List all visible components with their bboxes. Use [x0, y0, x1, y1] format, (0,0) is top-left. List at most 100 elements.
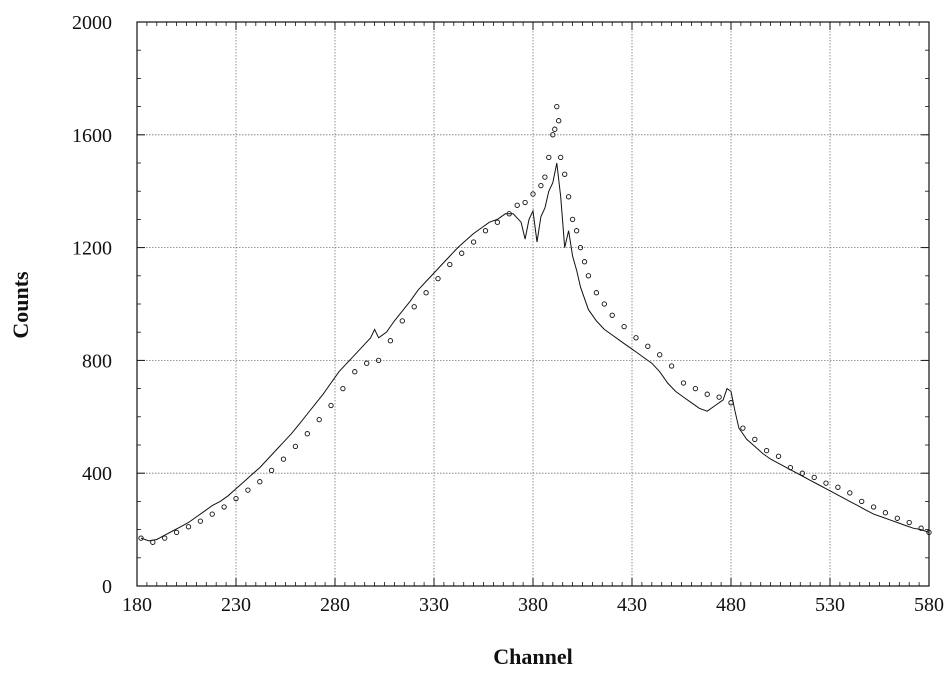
data-point: [926, 529, 932, 536]
data-point: [585, 273, 592, 279]
data-point: [522, 199, 528, 206]
data-point: [340, 385, 346, 392]
x-tick-label: 430: [617, 594, 647, 616]
data-point: [328, 402, 334, 409]
data-point: [546, 154, 552, 161]
data-point: [562, 171, 568, 177]
data-point: [554, 103, 560, 110]
x-tick-label: 480: [716, 594, 746, 616]
data-point: [304, 431, 310, 437]
data-point: [787, 464, 794, 471]
data-point: [435, 275, 441, 282]
data-point: [847, 490, 853, 496]
data-point: [530, 191, 536, 197]
data-point: [668, 363, 675, 369]
data-point: [482, 228, 489, 234]
data-point: [280, 456, 287, 462]
data-point: [609, 312, 615, 318]
data-point: [538, 182, 544, 189]
x-tick-label: 180: [122, 594, 152, 616]
data-point: [680, 380, 687, 386]
data-point: [459, 250, 465, 256]
data-point: [506, 211, 512, 217]
x-tick-label: 230: [221, 594, 251, 616]
x-tick-label: 280: [320, 594, 350, 616]
data-point: [185, 524, 192, 530]
data-point: [245, 487, 251, 493]
data-point: [162, 535, 168, 541]
data-point: [138, 535, 144, 541]
data-point: [811, 474, 817, 481]
data-point: [573, 228, 580, 234]
data-point: [552, 126, 558, 132]
grid-lines: [137, 22, 929, 586]
x-tick-label: 580: [914, 594, 944, 616]
y-tick-label: 2000: [72, 12, 112, 34]
data-point: [882, 510, 889, 516]
data-point: [645, 343, 651, 349]
data-point: [716, 394, 722, 400]
data-point: [633, 335, 639, 341]
y-tick-label: 400: [82, 463, 112, 485]
data-point: [859, 498, 865, 505]
series-line: [140, 162, 930, 542]
data-point: [352, 369, 358, 375]
data-point: [173, 529, 180, 536]
data-point: [581, 259, 588, 265]
data-point: [411, 304, 417, 310]
y-tick-label: 800: [82, 350, 112, 372]
axis-ticks: [136, 21, 930, 587]
data-point: [233, 495, 239, 502]
data-point: [565, 194, 572, 200]
x-tick-label: 530: [815, 594, 845, 616]
data-point: [657, 352, 663, 358]
data-point: [558, 154, 564, 161]
data-point: [387, 338, 394, 344]
data-point: [197, 518, 204, 524]
data-point: [799, 470, 805, 476]
data-point: [621, 323, 627, 330]
data-point: [316, 416, 322, 423]
data-point: [835, 484, 841, 490]
data-point: [918, 525, 924, 531]
data-point: [375, 357, 382, 364]
data-point: [514, 202, 520, 208]
data-point: [494, 219, 501, 225]
data-point: [447, 261, 453, 268]
data-point: [470, 239, 477, 245]
data-point: [775, 453, 782, 459]
data-point: [542, 174, 548, 180]
data-point: [601, 301, 607, 307]
data-point: [704, 391, 710, 397]
data-point: [292, 443, 299, 450]
data-point: [399, 318, 405, 324]
data-point: [692, 385, 699, 392]
data-point: [423, 290, 429, 296]
y-tick-label: 0: [102, 576, 112, 598]
data-point: [556, 118, 562, 124]
data-point: [364, 360, 370, 366]
data-series: [138, 103, 932, 545]
x-tick-labels: 180 230 280 330 380 430 480 530 580: [122, 594, 944, 616]
data-point: [763, 447, 770, 454]
data-point: [728, 400, 734, 406]
y-tick-label: 1200: [72, 238, 112, 260]
data-point: [906, 519, 912, 526]
data-point: [257, 479, 263, 485]
data-point: [740, 425, 746, 431]
y-tick-label: 1600: [72, 125, 112, 147]
x-axis-title: Channel: [493, 644, 572, 669]
data-point: [150, 539, 156, 545]
data-point: [870, 504, 877, 510]
x-tick-label: 330: [419, 594, 449, 616]
data-point: [894, 515, 900, 521]
y-tick-labels: 0 400 800 1200 1600 2000: [72, 12, 112, 598]
data-point: [550, 132, 556, 138]
data-point: [577, 244, 584, 251]
data-point: [593, 290, 600, 296]
data-point: [569, 216, 576, 223]
data-point: [752, 436, 758, 443]
data-point: [221, 504, 227, 510]
data-point: [209, 511, 215, 517]
